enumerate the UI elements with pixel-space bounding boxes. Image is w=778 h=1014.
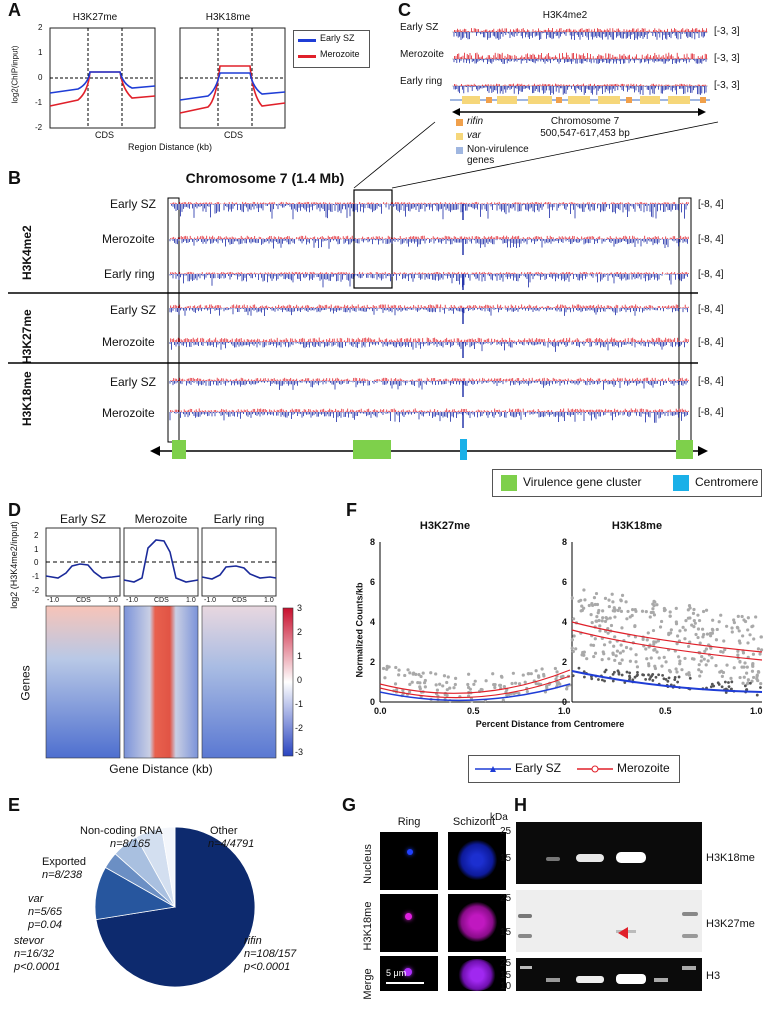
h-blot-label: H3K27me: [706, 918, 755, 930]
h-tick: 25: [500, 826, 511, 837]
h-tick: 10: [500, 981, 511, 992]
h-blot-label: H3: [706, 970, 720, 982]
h-arrow: [0, 0, 778, 991]
h-tick: 15: [500, 927, 511, 938]
h-tick: 25: [500, 958, 511, 969]
h-tick: 25: [500, 893, 511, 904]
h-tick: 15: [500, 853, 511, 864]
h-tick: 15: [500, 970, 511, 981]
h-red-arrowhead: [618, 927, 628, 939]
h-blot-label: H3K18me: [706, 852, 755, 864]
